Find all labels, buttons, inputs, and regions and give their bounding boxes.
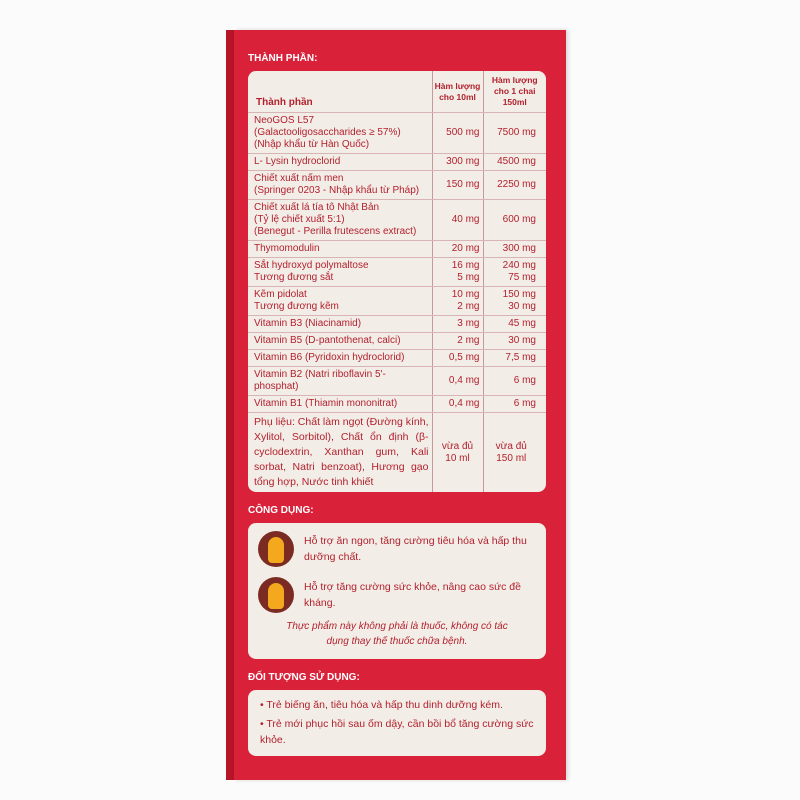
table-row: Thymomodulin 20 mg 300 mg [248,240,546,258]
amount-per-150ml: 7500 mg [482,112,546,154]
table-row: Chiết xuất lá tía tô Nhật Bản (Tỷ lệ chi… [248,199,546,241]
table-row: Vitamin B2 (Natri riboflavin 5'-phosphat… [248,366,546,396]
table-row: Sắt hydroxyd polymaltose Tương đương sắt… [248,257,546,287]
ingredient-name: L- Lysin hydroclorid [248,153,432,171]
table-row: Vitamin B6 (Pyridoxin hydroclorid) 0,5 mg… [248,349,546,367]
amount-per-150ml: 4500 mg [482,153,546,171]
use-text: Hỗ trợ ăn ngon, tăng cường tiêu hóa và h… [304,535,527,563]
table-header: Thành phần Hàm lượng cho 10ml Hàm lượng … [248,71,546,113]
amount-per-10ml: 0,4 mg [431,366,483,396]
table-row: Phụ liệu: Chất làm ngọt (Đường kính, Xyl… [248,412,546,492]
amount-per-10ml: 16 mg 5 mg [431,257,483,287]
header-name: Thành phần [248,71,432,113]
ingredient-name: Vitamin B2 (Natri riboflavin 5'-phosphat… [248,366,432,396]
disclaimer-note: Thực phẩm này không phải là thuốc, không… [286,621,508,647]
audience-title: ĐỐI TƯỢNG SỬ DỤNG: [248,672,360,683]
amount-per-10ml: 20 mg [431,240,483,258]
ingredient-name: Vitamin B5 (D-pantothenat, calci) [248,332,432,350]
table-row: Vitamin B5 (D-pantothenat, calci) 2 mg 30 … [248,332,546,350]
table-row: L- Lysin hydroclorid 300 mg 4500 mg [248,153,546,171]
amount-per-150ml: 150 mg 30 mg [482,286,546,316]
use-text: Hỗ trợ tăng cường sức khỏe, nâng cao sức… [304,581,521,609]
amount-per-150ml: 6 mg [482,366,546,396]
ingredient-name: Vitamin B3 (Niacinamid) [248,315,432,333]
amount-per-10ml: 300 mg [431,153,483,171]
amount-per-150ml: vừa đủ 150 ml [482,412,546,492]
ingredients-title: THÀNH PHẦN: [248,53,318,64]
audience-item: • Trẻ biếng ăn, tiêu hóa và hấp thu dinh… [260,699,503,711]
ingredient-name: Phụ liệu: Chất làm ngọt (Đường kính, Xyl… [254,416,429,488]
ingredients-table: Thành phần Hàm lượng cho 10ml Hàm lượng … [248,71,546,492]
ingredient-name: Sắt hydroxyd polymaltose Tương đương sắt [248,257,432,287]
box-side-edge [226,30,234,780]
table-row: Kẽm pidolat Tương đương kẽm 10 mg 2 mg 150… [248,286,546,316]
amount-per-150ml: 300 mg [482,240,546,258]
dinosaur-happy-icon [258,577,294,613]
product-box: THÀNH PHẦN: Thành phần Hàm lượng cho 10m… [226,30,566,780]
amount-per-150ml: 240 mg 75 mg [482,257,546,287]
amount-per-150ml: 600 mg [482,199,546,241]
audience-card: • Trẻ biếng ăn, tiêu hóa và hấp thu dinh… [248,690,546,756]
amount-per-10ml: 10 mg 2 mg [431,286,483,316]
amount-per-10ml: 500 mg [431,112,483,154]
header-per10: Hàm lượng cho 10ml [431,71,483,113]
ingredients-card: Thành phần Hàm lượng cho 10ml Hàm lượng … [248,71,546,492]
amount-per-10ml: vừa đủ 10 ml [431,412,483,492]
use-item: Hỗ trợ ăn ngon, tăng cường tiêu hóa và h… [248,531,546,567]
table-row: Vitamin B3 (Niacinamid) 3 mg 45 mg [248,315,546,333]
amount-per-10ml: 0,4 mg [431,395,483,413]
amount-per-10ml: 0,5 mg [431,349,483,367]
amount-per-10ml: 3 mg [431,315,483,333]
audience-item: • Trẻ mới phục hồi sau ốm dậy, cần bồi b… [260,718,534,746]
ingredient-name: Vitamin B1 (Thiamin mononitrat) [248,395,432,413]
ingredient-name: Thymomodulin [248,240,432,258]
use-item: Hỗ trợ tăng cường sức khỏe, nâng cao sức… [248,577,546,613]
amount-per-150ml: 30 mg [482,332,546,350]
amount-per-150ml: 2250 mg [482,170,546,200]
dinosaur-eating-icon [258,531,294,567]
product-box-panel: THÀNH PHẦN: Thành phần Hàm lượng cho 10m… [234,30,566,780]
amount-per-10ml: 2 mg [431,332,483,350]
amount-per-150ml: 6 mg [482,395,546,413]
ingredient-name: Vitamin B6 (Pyridoxin hydroclorid) [248,349,432,367]
table-row: Chiết xuất nấm men (Springer 0203 - Nhập… [248,170,546,200]
ingredient-name: Kẽm pidolat Tương đương kẽm [248,286,432,316]
ingredient-name: Chiết xuất nấm men (Springer 0203 - Nhập… [248,170,432,200]
ingredient-name: NeoGOS L57 (Galactooligosaccharides ≥ 57… [248,112,432,154]
uses-title: CÔNG DỤNG: [248,505,314,516]
uses-card: Hỗ trợ ăn ngon, tăng cường tiêu hóa và h… [248,523,546,659]
table-row: Vitamin B1 (Thiamin mononitrat) 0,4 mg 6 m… [248,395,546,413]
amount-per-150ml: 45 mg [482,315,546,333]
ingredient-name: Chiết xuất lá tía tô Nhật Bản (Tỷ lệ chi… [248,199,432,241]
table-row: NeoGOS L57 (Galactooligosaccharides ≥ 57… [248,112,546,154]
amount-per-10ml: 150 mg [431,170,483,200]
header-per150: Hàm lượng cho 1 chai 150ml [482,71,546,113]
amount-per-150ml: 7,5 mg [482,349,546,367]
amount-per-10ml: 40 mg [431,199,483,241]
